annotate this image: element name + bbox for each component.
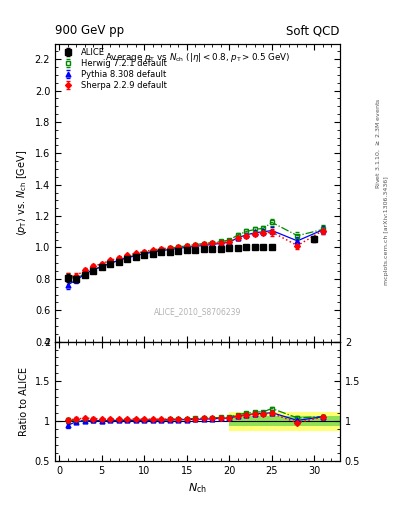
Text: 900 GeV pp: 900 GeV pp [55,25,124,37]
X-axis label: $N_\mathrm{ch}$: $N_\mathrm{ch}$ [188,481,207,495]
Text: Average $p_\mathrm{T}$ vs $N_\mathrm{ch}$ ($|\eta| < 0.8$, $p_\mathrm{T} > 0.5$ : Average $p_\mathrm{T}$ vs $N_\mathrm{ch}… [105,51,290,64]
Text: mcplots.cern.ch [arXiv:1306.3436]: mcplots.cern.ch [arXiv:1306.3436] [384,176,389,285]
Legend: ALICE, Herwig 7.2.1 default, Pythia 8.308 default, Sherpa 2.2.9 default: ALICE, Herwig 7.2.1 default, Pythia 8.30… [57,46,168,92]
Text: Rivet 3.1.10, $\geq$ 2.3M events: Rivet 3.1.10, $\geq$ 2.3M events [374,98,382,189]
Text: ALICE_2010_S8706239: ALICE_2010_S8706239 [154,307,241,316]
Y-axis label: $\langle p_\mathrm{T} \rangle$ vs. $N_\mathrm{ch}$ [GeV]: $\langle p_\mathrm{T} \rangle$ vs. $N_\m… [15,150,29,236]
Text: Soft QCD: Soft QCD [286,25,340,37]
Bar [230,412,340,431]
Bar [230,416,340,426]
Y-axis label: Ratio to ALICE: Ratio to ALICE [19,367,29,436]
